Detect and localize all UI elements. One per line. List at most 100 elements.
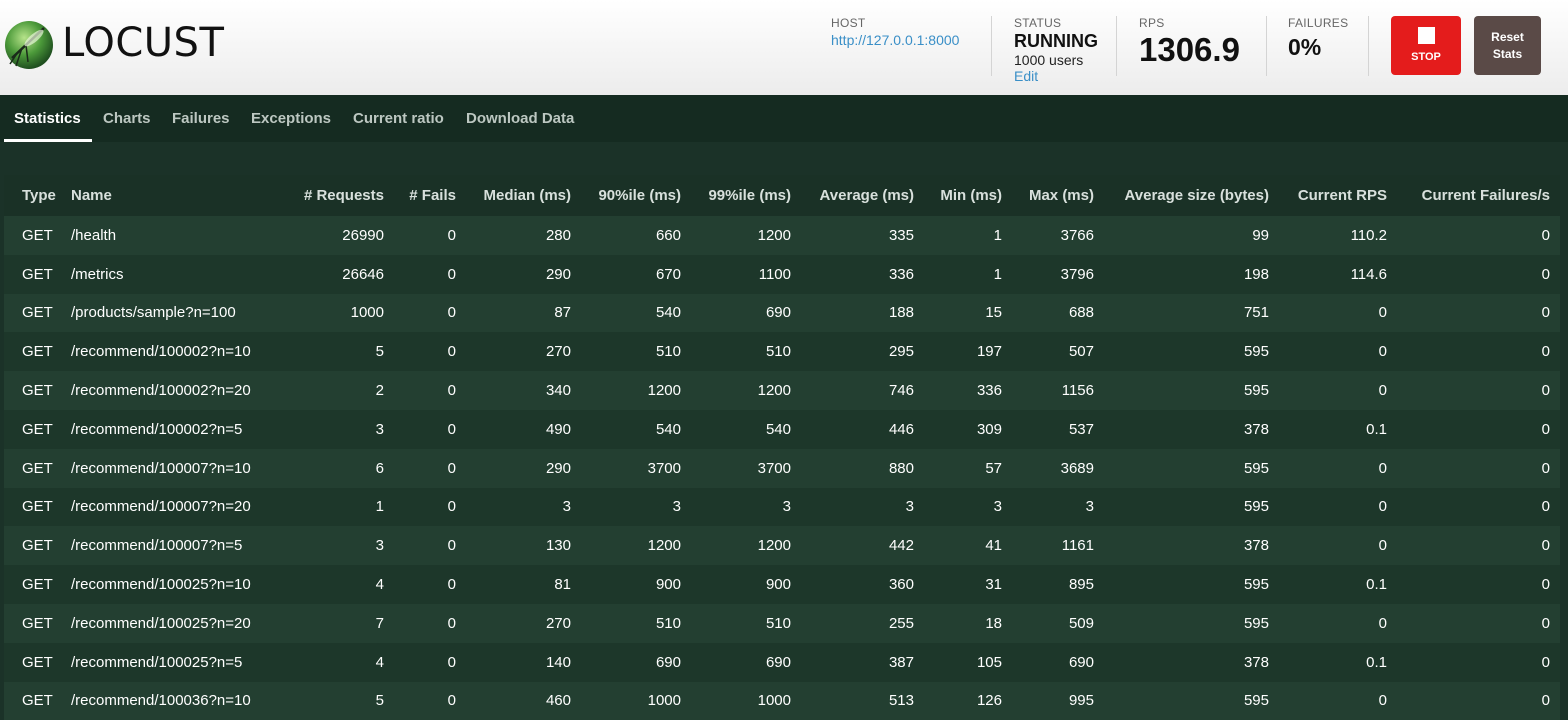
host-label: HOST (831, 16, 866, 30)
failures-label: FAILURES (1288, 16, 1349, 30)
cell-min: 1 (924, 254, 1012, 294)
cell-current-failures: 0 (1397, 216, 1560, 255)
cell-type: GET (4, 603, 71, 643)
cell-current-failures: 0 (1397, 565, 1560, 604)
host-link[interactable]: http://127.0.0.1:8000 (831, 32, 960, 48)
cell-fails: 0 (394, 332, 466, 372)
stop-button[interactable]: STOP (1391, 16, 1461, 75)
cell-avg-size: 595 (1104, 565, 1279, 604)
cell-name: /recommend/100025?n=20 (71, 603, 294, 643)
cell-avg-size: 595 (1104, 371, 1279, 410)
column-header-p99[interactable]: 99%ile (ms) (691, 175, 801, 216)
cell-average: 880 (801, 448, 924, 488)
column-header-max[interactable]: Max (ms) (1012, 175, 1104, 216)
cell-p99: 510 (691, 332, 801, 372)
column-header-avg-size[interactable]: Average size (bytes) (1104, 175, 1279, 216)
cell-avg-size: 378 (1104, 526, 1279, 566)
cell-name: /recommend/100007?n=20 (71, 487, 294, 527)
cell-requests: 4 (294, 565, 394, 604)
cell-median: 130 (466, 526, 581, 566)
cell-name: /recommend/100007?n=5 (71, 526, 294, 566)
cell-name: /recommend/100002?n=10 (71, 332, 294, 372)
column-header-current-rps[interactable]: Current RPS (1279, 175, 1397, 216)
tab-charts[interactable]: Charts (103, 110, 151, 127)
cell-p99: 1000 (691, 681, 801, 720)
tab-statistics[interactable]: Statistics (14, 110, 81, 127)
cell-fails: 0 (394, 371, 466, 410)
cell-current-failures: 0 (1397, 293, 1560, 333)
cell-avg-size: 595 (1104, 487, 1279, 527)
tab-current-ratio[interactable]: Current ratio (353, 110, 444, 127)
cell-p99: 690 (691, 293, 801, 333)
column-header-type[interactable]: Type (4, 175, 71, 216)
cell-min: 57 (924, 448, 1012, 488)
column-header-median[interactable]: Median (ms) (466, 175, 581, 216)
reset-stats-button[interactable]: Reset Stats (1474, 16, 1541, 75)
cell-avg-size: 751 (1104, 293, 1279, 333)
stop-label: STOP (1411, 51, 1441, 63)
cell-current-rps: 0.1 (1279, 642, 1397, 682)
cell-current-rps: 0 (1279, 332, 1397, 372)
cell-name: /health (71, 216, 294, 255)
cell-median: 280 (466, 216, 581, 255)
cell-current-failures: 0 (1397, 371, 1560, 410)
cell-p99: 690 (691, 642, 801, 682)
edit-link[interactable]: Edit (1014, 68, 1039, 84)
rps-stat: RPS 1306.9 (1139, 16, 1240, 70)
cell-average: 255 (801, 603, 924, 643)
table-row: GET/recommend/100002?n=10 5 0 270 510 510 295 1… (4, 332, 1560, 372)
cell-max: 3 (1012, 487, 1104, 527)
header-bar: LOCUST HOST http://127.0.0.1:8000 STATUS… (0, 0, 1568, 95)
column-header-name[interactable]: Name (71, 175, 294, 216)
cell-type: GET (4, 642, 71, 682)
column-header-requests[interactable]: # Requests (294, 175, 394, 216)
divider (1116, 16, 1117, 76)
failures-stat: FAILURES 0% (1288, 16, 1348, 61)
reset-label-line2: Stats (1492, 46, 1523, 61)
cell-avg-size: 595 (1104, 681, 1279, 720)
table-row: GET/recommend/100002?n=5 3 0 490 540 540 446 30… (4, 409, 1560, 449)
cell-p99: 1200 (691, 526, 801, 566)
cell-max: 3689 (1012, 448, 1104, 488)
cell-type: GET (4, 293, 71, 333)
cell-p90: 540 (581, 293, 691, 333)
cell-avg-size: 198 (1104, 254, 1279, 294)
cell-name: /products/sample?n=100 (71, 293, 294, 333)
cell-p90: 510 (581, 603, 691, 643)
cell-max: 537 (1012, 409, 1104, 449)
column-header-min[interactable]: Min (ms) (924, 175, 1012, 216)
table-row: GET/recommend/100007?n=5 3 0 130 1200 1200 442… (4, 526, 1560, 566)
cell-min: 3 (924, 487, 1012, 527)
cell-current-rps: 110.2 (1279, 216, 1397, 255)
cell-average: 360 (801, 565, 924, 604)
cell-type: GET (4, 332, 71, 372)
cell-median: 460 (466, 681, 581, 720)
cell-median: 140 (466, 642, 581, 682)
table-row: GET/recommend/100036?n=10 5 0 460 1000 1000 51… (4, 681, 1560, 720)
table-row: GET/health 26990 0 280 660 1200 335 1 3766 99 110.… (4, 216, 1560, 255)
table-row: GET/metrics 26646 0 290 670 1100 336 1 3796 198 11… (4, 254, 1560, 294)
column-header-fails[interactable]: # Fails (394, 175, 466, 216)
cell-min: 309 (924, 409, 1012, 449)
host-stat: HOST http://127.0.0.1:8000 (831, 16, 959, 48)
reset-label-line1: Reset (1491, 29, 1524, 44)
cell-max: 509 (1012, 603, 1104, 643)
table-row: GET/recommend/100007?n=10 6 0 290 3700 3700 88… (4, 448, 1560, 488)
cell-fails: 0 (394, 254, 466, 294)
tab-download-data[interactable]: Download Data (466, 110, 575, 127)
tab-failures[interactable]: Failures (172, 110, 230, 127)
stop-icon (1417, 27, 1435, 44)
column-header-p90[interactable]: 90%ile (ms) (581, 175, 691, 216)
cell-name: /recommend/100036?n=10 (71, 681, 294, 720)
cell-max: 3766 (1012, 216, 1104, 255)
cell-median: 87 (466, 293, 581, 333)
cell-current-rps: 0 (1279, 603, 1397, 643)
cell-p90: 670 (581, 254, 691, 294)
cell-current-failures: 0 (1397, 526, 1560, 566)
table-row: GET/recommend/100025?n=20 7 0 270 510 510 255 1… (4, 603, 1560, 643)
cell-current-rps: 0.1 (1279, 565, 1397, 604)
column-header-current-failures[interactable]: Current Failures/s (1397, 175, 1560, 216)
column-header-average[interactable]: Average (ms) (801, 175, 924, 216)
tab-exceptions[interactable]: Exceptions (251, 110, 332, 127)
divider (991, 16, 992, 76)
